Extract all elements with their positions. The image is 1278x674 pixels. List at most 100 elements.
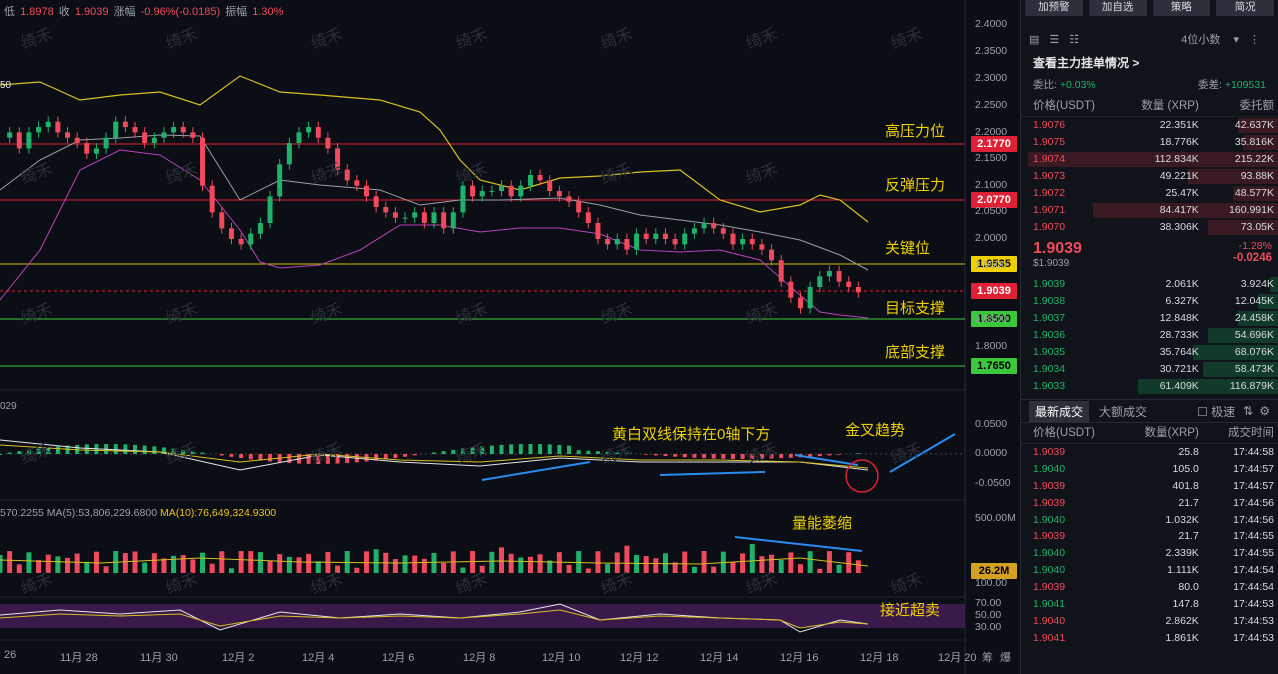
volume-bar [759,556,765,573]
volume-bar [836,564,842,573]
tab-latest-trades[interactable]: 最新成交 [1029,400,1090,422]
candle-body [296,132,302,144]
macd-bar [268,454,273,462]
kline-chart[interactable]: 低 1.8978 收 1.9039 涨幅 -0.96%(-0.0185) 振幅 … [0,0,1018,674]
macd-bar [856,453,861,454]
orderbook-row[interactable]: 1.9037 12.848K 24.458K [1021,310,1278,327]
volume-bar [682,551,688,573]
macd-bar [17,451,22,454]
ma-label: 50 [0,80,12,91]
orderbook-row[interactable]: 1.9072 25.47K 48.577K [1021,185,1278,202]
volume-bar [566,564,572,573]
favorite-button[interactable]: 加自选 [1088,0,1147,16]
macd-bar [258,454,263,461]
main-force-link[interactable]: 查看主力挂单情况 > [1033,56,1140,70]
price-tag: 2.1770 [971,136,1017,152]
volume-bar [392,559,398,573]
trade-row: 1.9041 1.861K 17:44:53 [1021,630,1278,647]
trade-row: 1.9040 2.339K 17:44:55 [1021,545,1278,562]
row-price: 1.9073 [1033,170,1066,182]
macd-bar [837,454,842,455]
candle-body [373,196,379,208]
trade-price: 1.9041 [1033,598,1066,611]
orderbook-row[interactable]: 1.9071 84.417K 160.991K [1021,202,1278,219]
layout-asks-icon[interactable]: ☷ [1069,33,1080,46]
liquidation-icon[interactable]: 爆 [1000,652,1011,664]
settings-icon[interactable]: ⚙ [1259,404,1270,418]
vol-tick: 500.00M [975,512,1016,524]
candle-body [527,175,533,186]
qty-header[interactable]: 数量 (XRP) [1141,100,1199,112]
row-qty: 61.409K [1159,380,1199,392]
chips-icon[interactable]: 筹 [982,652,993,664]
orderbook-row[interactable]: 1.9036 28.733K 54.696K [1021,327,1278,344]
macd-bar [142,445,147,454]
candle-body [344,169,350,181]
amount-header[interactable]: 委托额 [1239,100,1275,112]
more-icon[interactable]: ⋮ [1249,33,1260,46]
volume-bar [248,551,254,573]
filter-icon[interactable]: ⇅ [1243,404,1254,418]
row-price: 1.9034 [1033,363,1066,375]
candle-body [682,233,688,245]
x-tick: 11月 30 [140,652,178,664]
row-qty: 6.327K [1165,295,1199,307]
candle-body [547,180,553,192]
row-qty: 2.061K [1165,278,1199,290]
trade-time: 17:44:57 [1233,479,1274,492]
depth-bar [1138,379,1278,394]
candle-body [450,212,456,229]
strategy-button[interactable]: 策略 [1152,0,1211,16]
y-tick: 2.1000 [975,179,1008,191]
depth-bar [1193,345,1278,360]
orderbook-row[interactable]: 1.9075 18.776K 35.816K [1021,134,1278,151]
row-amount: 68.076K [1234,346,1274,358]
chart-canvas[interactable] [0,0,1018,674]
row-price: 1.9036 [1033,329,1066,341]
row-amount: 215.22K [1234,153,1274,165]
trade-row: 1.9039 21.7 17:44:56 [1021,495,1278,512]
layout-bids-icon[interactable]: ☰ [1049,33,1060,46]
annotation-key: 关键位 [885,240,931,257]
macd-tick: 0.0500 [975,418,1008,430]
orderbook-row[interactable]: 1.9076 22.351K 42.637K [1021,117,1278,134]
volume-bar [122,553,128,573]
tab-large-trades[interactable]: 大额成交 [1099,404,1148,419]
candle-body [653,233,659,239]
bollinger-mid [0,134,869,271]
rsi-tick: 70.00 [975,597,1002,609]
arrow [481,461,591,481]
row-amount: 58.473K [1234,363,1274,375]
orderbook-row[interactable]: 1.9038 6.327K 12.045K [1021,293,1278,310]
row-price: 1.9072 [1033,187,1066,199]
volume-bar [499,547,505,573]
row-price: 1.9075 [1033,136,1066,148]
volume-tag: 26.2M [971,563,1017,579]
row-amount: 12.045K [1234,295,1274,307]
candle-body [277,164,283,197]
orderbook-row[interactable]: 1.9039 2.061K 3.924K [1021,276,1278,293]
candle-body [36,127,42,133]
annotation-target: 目标支撑 [885,300,946,317]
candle-body [778,260,784,282]
overview-button[interactable]: 简况 [1216,0,1274,16]
candle-body [460,185,466,213]
orderbook-row[interactable]: 1.9035 35.764K 68.076K [1021,344,1278,361]
annotation-volume: 量能萎缩 [792,515,853,532]
orderbook-row[interactable]: 1.9070 38.306K 73.05K [1021,219,1278,236]
decimals-select[interactable]: 4位小数 ▾ [1181,34,1239,46]
candle-body [354,180,360,186]
orderbook-row[interactable]: 1.9074 112.834K 215.22K [1021,151,1278,168]
orderbook-row[interactable]: 1.9073 49.221K 93.88K [1021,168,1278,185]
row-qty: 84.417K [1159,204,1199,216]
alert-button[interactable]: 加预警 [1025,0,1083,16]
candle-body [161,132,167,138]
candle-body [595,223,601,239]
layout-both-icon[interactable]: ▤ [1029,33,1040,46]
orderbook-row[interactable]: 1.9033 61.409K 116.879K [1021,378,1278,395]
candle-body [65,132,71,138]
fast-mode-checkbox[interactable]: ☐ 极速 [1197,404,1236,419]
volume-bar [257,552,263,573]
orderbook-row[interactable]: 1.9034 30.721K 58.473K [1021,361,1278,378]
row-amount: 35.816K [1234,136,1274,148]
